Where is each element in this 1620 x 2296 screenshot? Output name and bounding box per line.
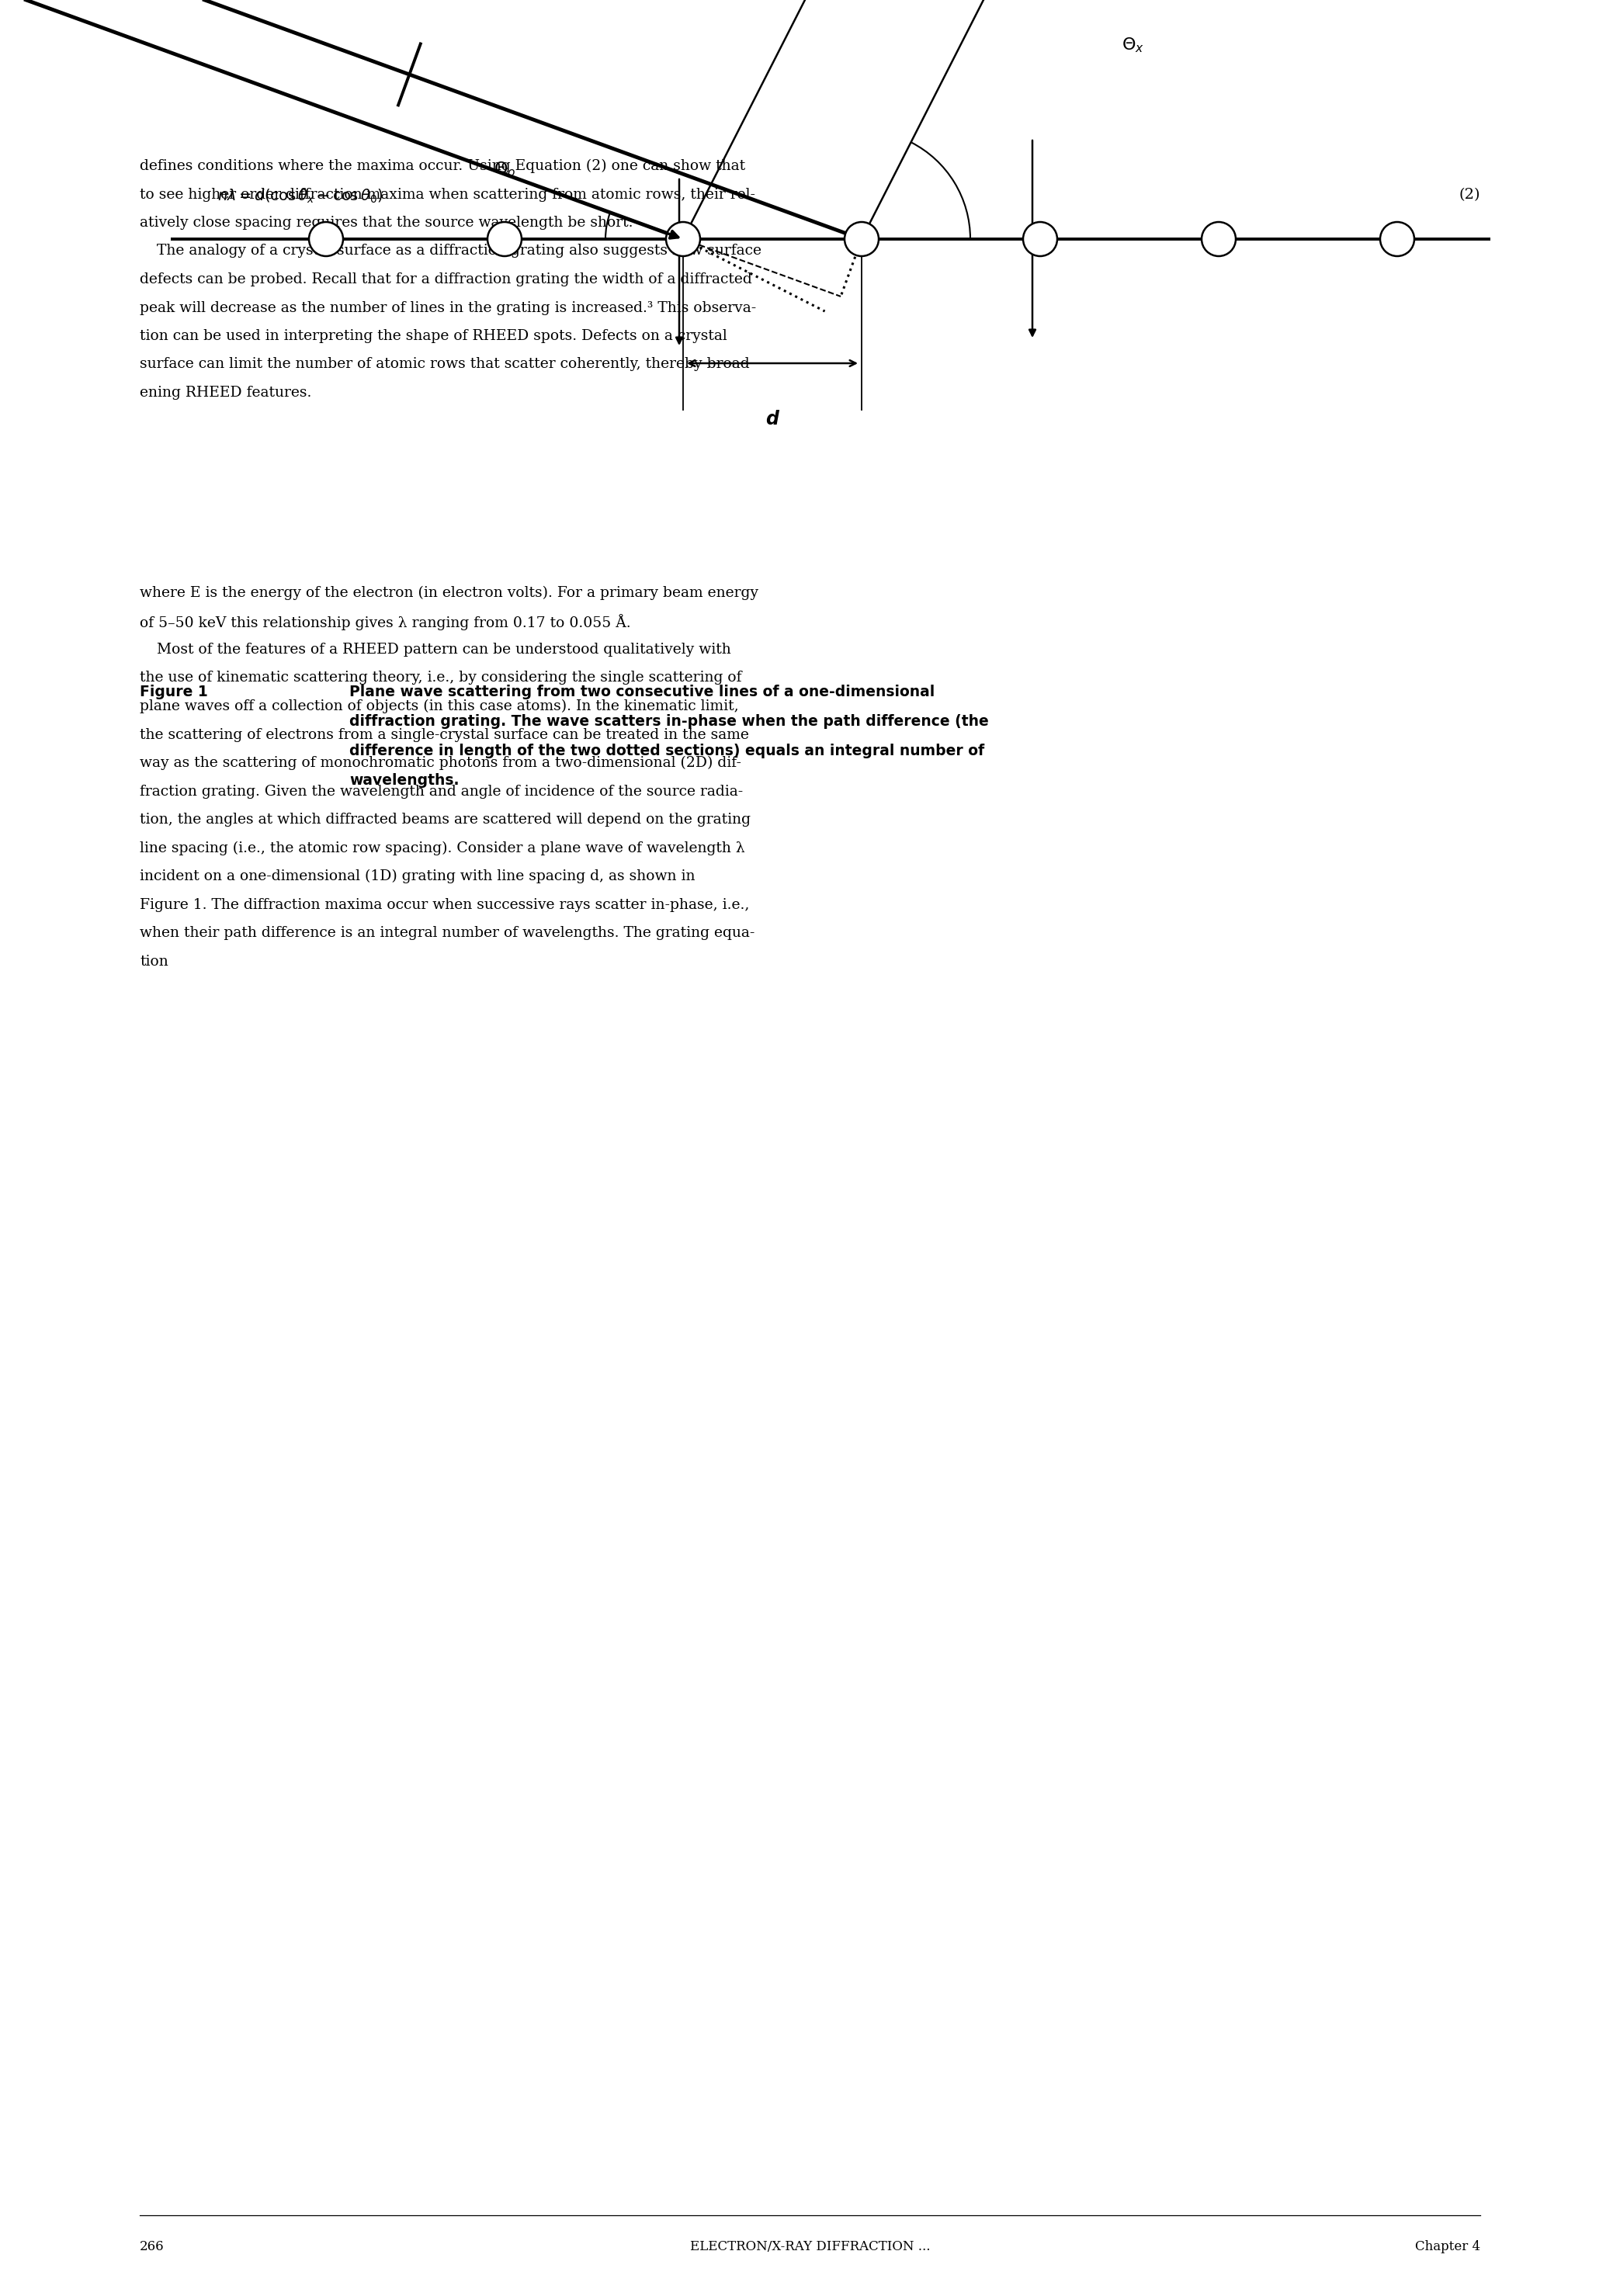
Text: defects can be probed. Recall that for a diffraction grating the width of a diff: defects can be probed. Recall that for a… — [139, 273, 752, 287]
Text: $\Theta_x$: $\Theta_x$ — [1123, 37, 1145, 55]
Text: Chapter 4: Chapter 4 — [1414, 2241, 1481, 2252]
Text: ening RHEED features.: ening RHEED features. — [139, 386, 311, 400]
Circle shape — [1024, 223, 1058, 257]
Text: d: d — [766, 409, 779, 429]
Text: difference in length of the two dotted sections) equals an integral number of: difference in length of the two dotted s… — [350, 744, 985, 758]
Text: the scattering of electrons from a single-crystal surface can be treated in the : the scattering of electrons from a singl… — [139, 728, 748, 742]
Text: ELECTRON/X-RAY DIFFRACTION ...: ELECTRON/X-RAY DIFFRACTION ... — [690, 2241, 930, 2252]
Text: 266: 266 — [139, 2241, 164, 2252]
Text: $n\lambda = d(\cos\theta_x - \cos\theta_0)$: $n\lambda = d(\cos\theta_x - \cos\theta_… — [217, 188, 382, 204]
Text: (2): (2) — [1460, 188, 1481, 202]
Circle shape — [1380, 223, 1414, 257]
Text: when their path difference is an integral number of wavelengths. The grating equ: when their path difference is an integra… — [139, 925, 755, 939]
Text: the use of kinematic scattering theory, i.e., by considering the single scatteri: the use of kinematic scattering theory, … — [139, 670, 742, 684]
Text: tion, the angles at which diffracted beams are scattered will depend on the grat: tion, the angles at which diffracted bea… — [139, 813, 750, 827]
Text: Figure 1. The diffraction maxima occur when successive rays scatter in-phase, i.: Figure 1. The diffraction maxima occur w… — [139, 898, 750, 912]
Text: Most of the features of a RHEED pattern can be understood qualitatively with: Most of the features of a RHEED pattern … — [157, 643, 731, 657]
Text: where E is the energy of the electron (in electron volts). For a primary beam en: where E is the energy of the electron (i… — [139, 585, 758, 599]
Text: surface can limit the number of atomic rows that scatter coherently, thereby bro: surface can limit the number of atomic r… — [139, 358, 755, 372]
Text: Figure 1: Figure 1 — [139, 684, 207, 700]
Text: plane waves off a collection of objects (in this case atoms). In the kinematic l: plane waves off a collection of objects … — [139, 700, 739, 714]
Text: atively close spacing requires that the source wavelength be short.: atively close spacing requires that the … — [139, 216, 633, 230]
Circle shape — [488, 223, 522, 257]
Text: fraction grating. Given the wavelength and angle of incidence of the source radi: fraction grating. Given the wavelength a… — [139, 785, 744, 799]
Text: The analogy of a crystal surface as a diffraction grating also suggests how surf: The analogy of a crystal surface as a di… — [157, 243, 761, 257]
Circle shape — [309, 223, 343, 257]
Text: line spacing (i.e., the atomic row spacing). Consider a plane wave of wavelength: line spacing (i.e., the atomic row spaci… — [139, 840, 745, 854]
Text: diffraction grating. The wave scatters in-phase when the path difference (the: diffraction grating. The wave scatters i… — [350, 714, 988, 728]
Circle shape — [666, 223, 700, 257]
Text: of 5–50 keV this relationship gives λ ranging from 0.17 to 0.055 Å.: of 5–50 keV this relationship gives λ ra… — [139, 615, 630, 631]
Text: defines conditions where the maxima occur. Using Equation (2) one can show that: defines conditions where the maxima occu… — [139, 158, 745, 172]
Circle shape — [844, 223, 878, 257]
Text: Plane wave scattering from two consecutive lines of a one-dimensional: Plane wave scattering from two consecuti… — [350, 684, 935, 700]
Text: way as the scattering of monochromatic photons from a two-dimensional (2D) dif-: way as the scattering of monochromatic p… — [139, 755, 742, 769]
Text: $\Theta_o$: $\Theta_o$ — [494, 161, 515, 179]
Text: peak will decrease as the number of lines in the grating is increased.³ This obs: peak will decrease as the number of line… — [139, 301, 757, 315]
Text: to see higher order diffraction maxima when scattering from atomic rows, their r: to see higher order diffraction maxima w… — [139, 188, 755, 202]
Text: incident on a one-dimensional (1D) grating with line spacing d, as shown in: incident on a one-dimensional (1D) grati… — [139, 870, 695, 884]
Text: wavelengths.: wavelengths. — [350, 774, 458, 788]
Text: tion can be used in interpreting the shape of RHEED spots. Defects on a crystal: tion can be used in interpreting the sha… — [139, 328, 727, 342]
Text: tion: tion — [139, 955, 168, 969]
Circle shape — [1202, 223, 1236, 257]
